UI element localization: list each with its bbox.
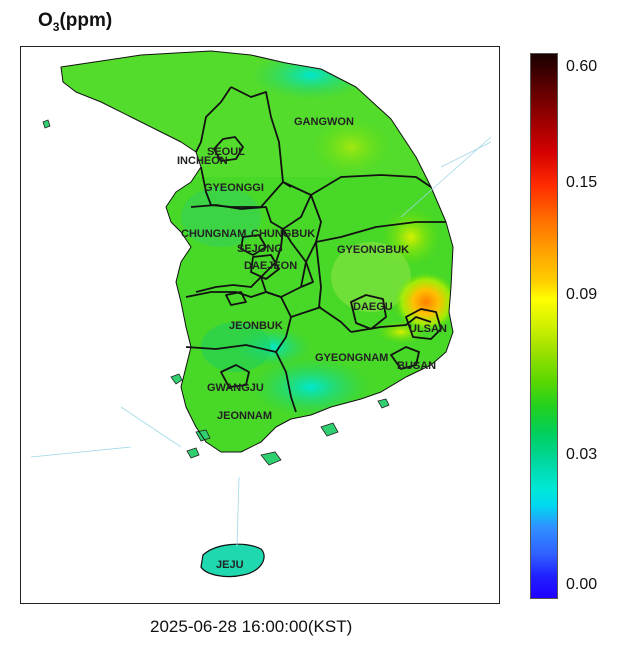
label-sejong: SEJONG (237, 243, 283, 255)
map-panel: GANGWON SEOUL INCHEON GYEONGGI CHUNGNAM … (20, 46, 500, 604)
label-busan: BUSAN (397, 360, 436, 372)
colorbar-tick-060: 0.60 (566, 58, 598, 75)
label-daegu: DAEGU (353, 301, 393, 313)
label-gyeongnam: GYEONGNAM (315, 352, 388, 364)
korea-ozone-map: GANGWON SEOUL INCHEON GYEONGGI CHUNGNAM … (30, 50, 492, 578)
boundaries (60, 50, 454, 453)
label-gyeongbuk: GYEONGBUK (337, 244, 409, 256)
label-chungnam: CHUNGNAM (181, 228, 246, 240)
colorbar-tick-003: 0.03 (566, 446, 598, 463)
label-jeju: JEJU (216, 559, 244, 571)
map-title: O3(ppm) (38, 10, 113, 34)
label-ulsan: ULSAN (409, 323, 447, 335)
label-seoul: SEOUL (207, 146, 245, 158)
colorbar-tick-009: 0.09 (566, 286, 598, 303)
grid-lines (30, 136, 492, 548)
colorbar (530, 53, 558, 599)
jeju-island (200, 543, 265, 578)
label-jeonnam: JEONNAM (217, 410, 272, 422)
label-daejeon: DAEJEON (244, 260, 297, 272)
label-gangwon: GANGWON (294, 116, 354, 128)
label-chungbuk: CHUNGBUK (251, 228, 315, 240)
colorbar-tick-015: 0.15 (566, 174, 598, 191)
colorbar-tick-000: 0.00 (566, 576, 598, 593)
timestamp: 2025-06-28 16:00:00(KST) (150, 617, 353, 636)
label-incheon: INCHEON (177, 155, 228, 167)
label-gwangju: GWANGJU (207, 382, 264, 394)
region-labels: GANGWON SEOUL INCHEON GYEONGGI CHUNGNAM … (177, 116, 447, 571)
label-gyeonggi: GYEONGGI (204, 182, 264, 194)
label-jeonbuk: JEONBUK (229, 320, 283, 332)
